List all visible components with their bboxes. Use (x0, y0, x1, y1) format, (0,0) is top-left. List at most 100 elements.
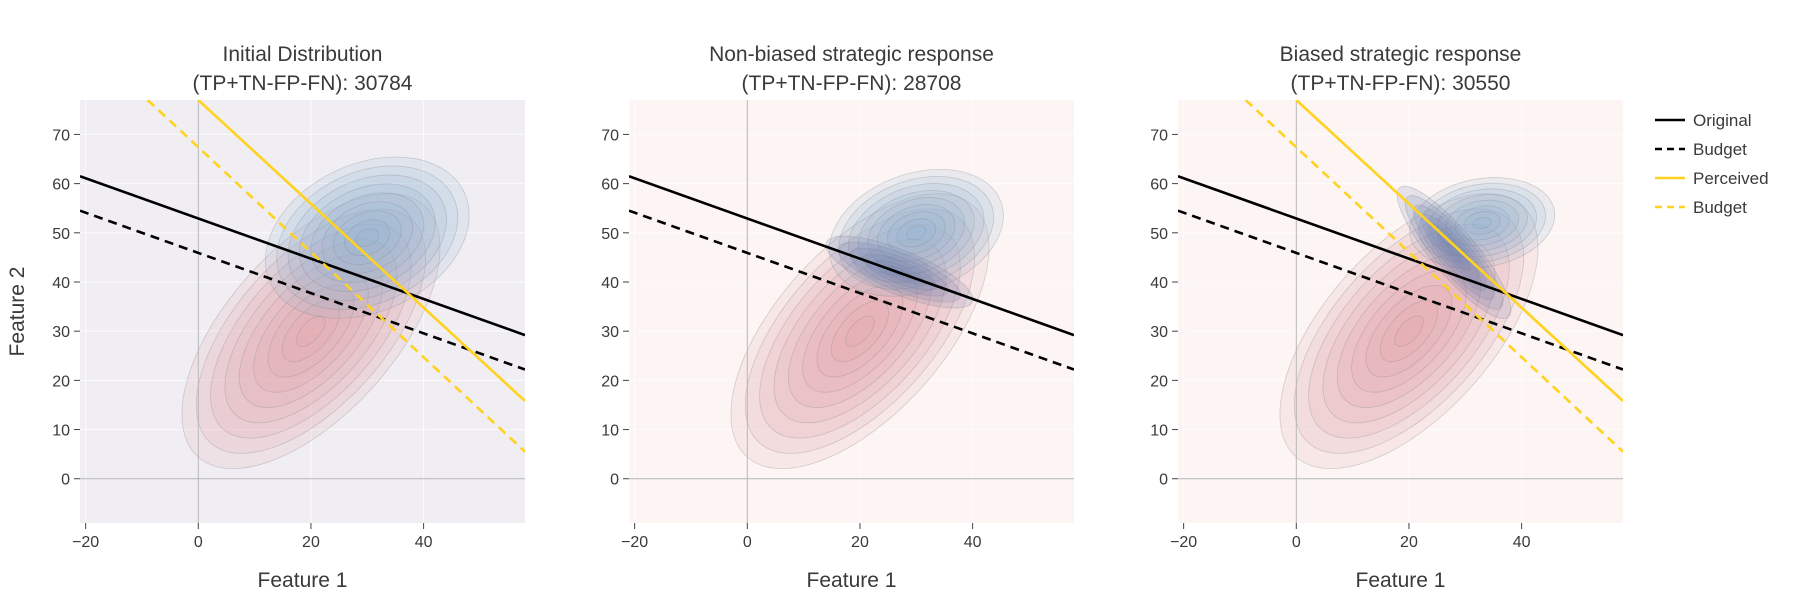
density-red-level (816, 284, 904, 378)
panel-subtitle: (TP+TN-FP-FN): 30784 (193, 72, 413, 95)
density-blue-level (355, 228, 379, 248)
plot-background (80, 100, 525, 523)
panel-title: Biased strategic response (1280, 43, 1522, 66)
y-tick-label: 10 (1150, 423, 1168, 440)
panel-title: Non-biased strategic response (709, 43, 994, 66)
line-budget-dash (80, 209, 525, 371)
x-tick-label: −20 (1170, 534, 1197, 551)
y-tick-label: 60 (601, 177, 619, 194)
y-tick-label: 0 (61, 472, 70, 489)
y-tick-label: 40 (52, 275, 70, 292)
density-blue-level (838, 175, 995, 290)
line-budget-dash (629, 209, 1074, 371)
y-tick-label: 50 (601, 226, 619, 243)
y-tick-label: 70 (1150, 127, 1168, 144)
density-contours (730, 168, 1004, 470)
y-tick-label: 0 (1159, 472, 1168, 489)
density-red-level (773, 239, 947, 424)
legend-label: Perceived (1693, 169, 1769, 188)
density-red-level (1394, 315, 1424, 347)
line-original-solid (80, 175, 525, 337)
chart-panels: −20 0 20 40 0 10 20 30 40 50 60 70 Initial Distribut… (6, 43, 1623, 592)
density-blue-level (276, 165, 459, 310)
y-tick-label: 60 (52, 177, 70, 194)
density-blue-level (896, 218, 937, 248)
x-axis-label: Feature 1 (1356, 569, 1446, 592)
y-tick-label: 30 (601, 324, 619, 341)
line-budget-dash (1178, 209, 1623, 371)
y-tick-label: 70 (52, 127, 70, 144)
x-tick-label: 0 (743, 534, 752, 551)
decision-lines (629, 175, 1074, 371)
y-tick-label: 50 (1150, 226, 1168, 243)
y-tick-label: 30 (1150, 324, 1168, 341)
x-tick-label: 40 (415, 534, 433, 551)
legend-item: Budget (1655, 140, 1747, 159)
x-tick-label: −20 (621, 534, 648, 551)
density-blue-level (1409, 177, 1556, 269)
x-tick-label: 0 (194, 534, 203, 551)
plot-background (1178, 100, 1623, 523)
legend-item: Budget (1655, 198, 1747, 217)
x-tick-label: 20 (1400, 534, 1418, 551)
density-red-level (744, 208, 976, 454)
chart-panel-1: −20 0 20 40 0 10 20 30 40 50 60 70 Non-biased strate… (601, 43, 1074, 592)
legend-item: Perceived (1655, 169, 1769, 188)
density-blue-level (877, 204, 956, 262)
density-blue-level (1463, 211, 1501, 235)
decision-lines (80, 100, 525, 453)
x-tick-label: 20 (302, 534, 320, 551)
density-blue-level (906, 225, 927, 241)
chart-panel-0: −20 0 20 40 0 10 20 30 40 50 60 70 Initial Distribut… (6, 43, 525, 592)
x-tick-label: −20 (72, 534, 99, 551)
y-tick-label: 20 (52, 373, 70, 390)
legend: Original Budget Perceived Budget (1655, 111, 1769, 217)
legend-item: Original (1655, 111, 1752, 130)
density-red-level (787, 254, 933, 408)
density-blue-level (1445, 199, 1519, 247)
density-blue-level (857, 190, 975, 276)
line-original-solid (629, 175, 1074, 337)
y-tick-label: 70 (601, 127, 619, 144)
density-red-level (296, 315, 326, 347)
x-tick-label: 40 (1513, 534, 1531, 551)
x-axis-label: Feature 1 (258, 569, 348, 592)
legend-label: Budget (1693, 198, 1747, 217)
line-perceived-solid (1295, 100, 1623, 402)
x-tick-label: 40 (964, 534, 982, 551)
y-tick-label: 40 (601, 275, 619, 292)
density-red-level (845, 315, 875, 347)
density-blue-level (264, 156, 470, 319)
legend-label: Original (1693, 111, 1752, 130)
density-red-level (1293, 208, 1525, 454)
density-blue-level (1427, 188, 1537, 258)
y-tick-label: 50 (52, 226, 70, 243)
density-red-level (1322, 239, 1496, 424)
y-tick-label: 0 (610, 472, 619, 489)
density-red-level (1365, 284, 1453, 378)
decision-lines (1178, 100, 1623, 453)
density-blue-shifted-level (1412, 204, 1496, 301)
x-tick-label: 20 (851, 534, 869, 551)
density-red-level (195, 208, 427, 454)
line-budget-dash (1244, 100, 1623, 453)
y-tick-label: 40 (1150, 275, 1168, 292)
y-tick-label: 10 (52, 423, 70, 440)
density-blue-level (1472, 216, 1492, 230)
density-blue-shifted-level (1445, 242, 1463, 263)
density-contours (1279, 177, 1556, 470)
y-tick-label: 20 (601, 373, 619, 390)
density-blue-level (298, 183, 436, 292)
line-budget-dash (146, 100, 525, 453)
legend-label: Budget (1693, 140, 1747, 159)
density-red-level (267, 284, 355, 378)
x-axis-label: Feature 1 (807, 569, 897, 592)
line-original-solid (1178, 175, 1623, 337)
y-tick-label: 20 (1150, 373, 1168, 390)
line-perceived-solid (197, 100, 525, 402)
chart-panel-2: −20 0 20 40 0 10 20 30 40 50 60 70 Biased strategic … (1150, 43, 1623, 592)
density-blue-level (886, 211, 946, 255)
plot-background (629, 100, 1074, 523)
density-blue-level (1454, 205, 1510, 241)
